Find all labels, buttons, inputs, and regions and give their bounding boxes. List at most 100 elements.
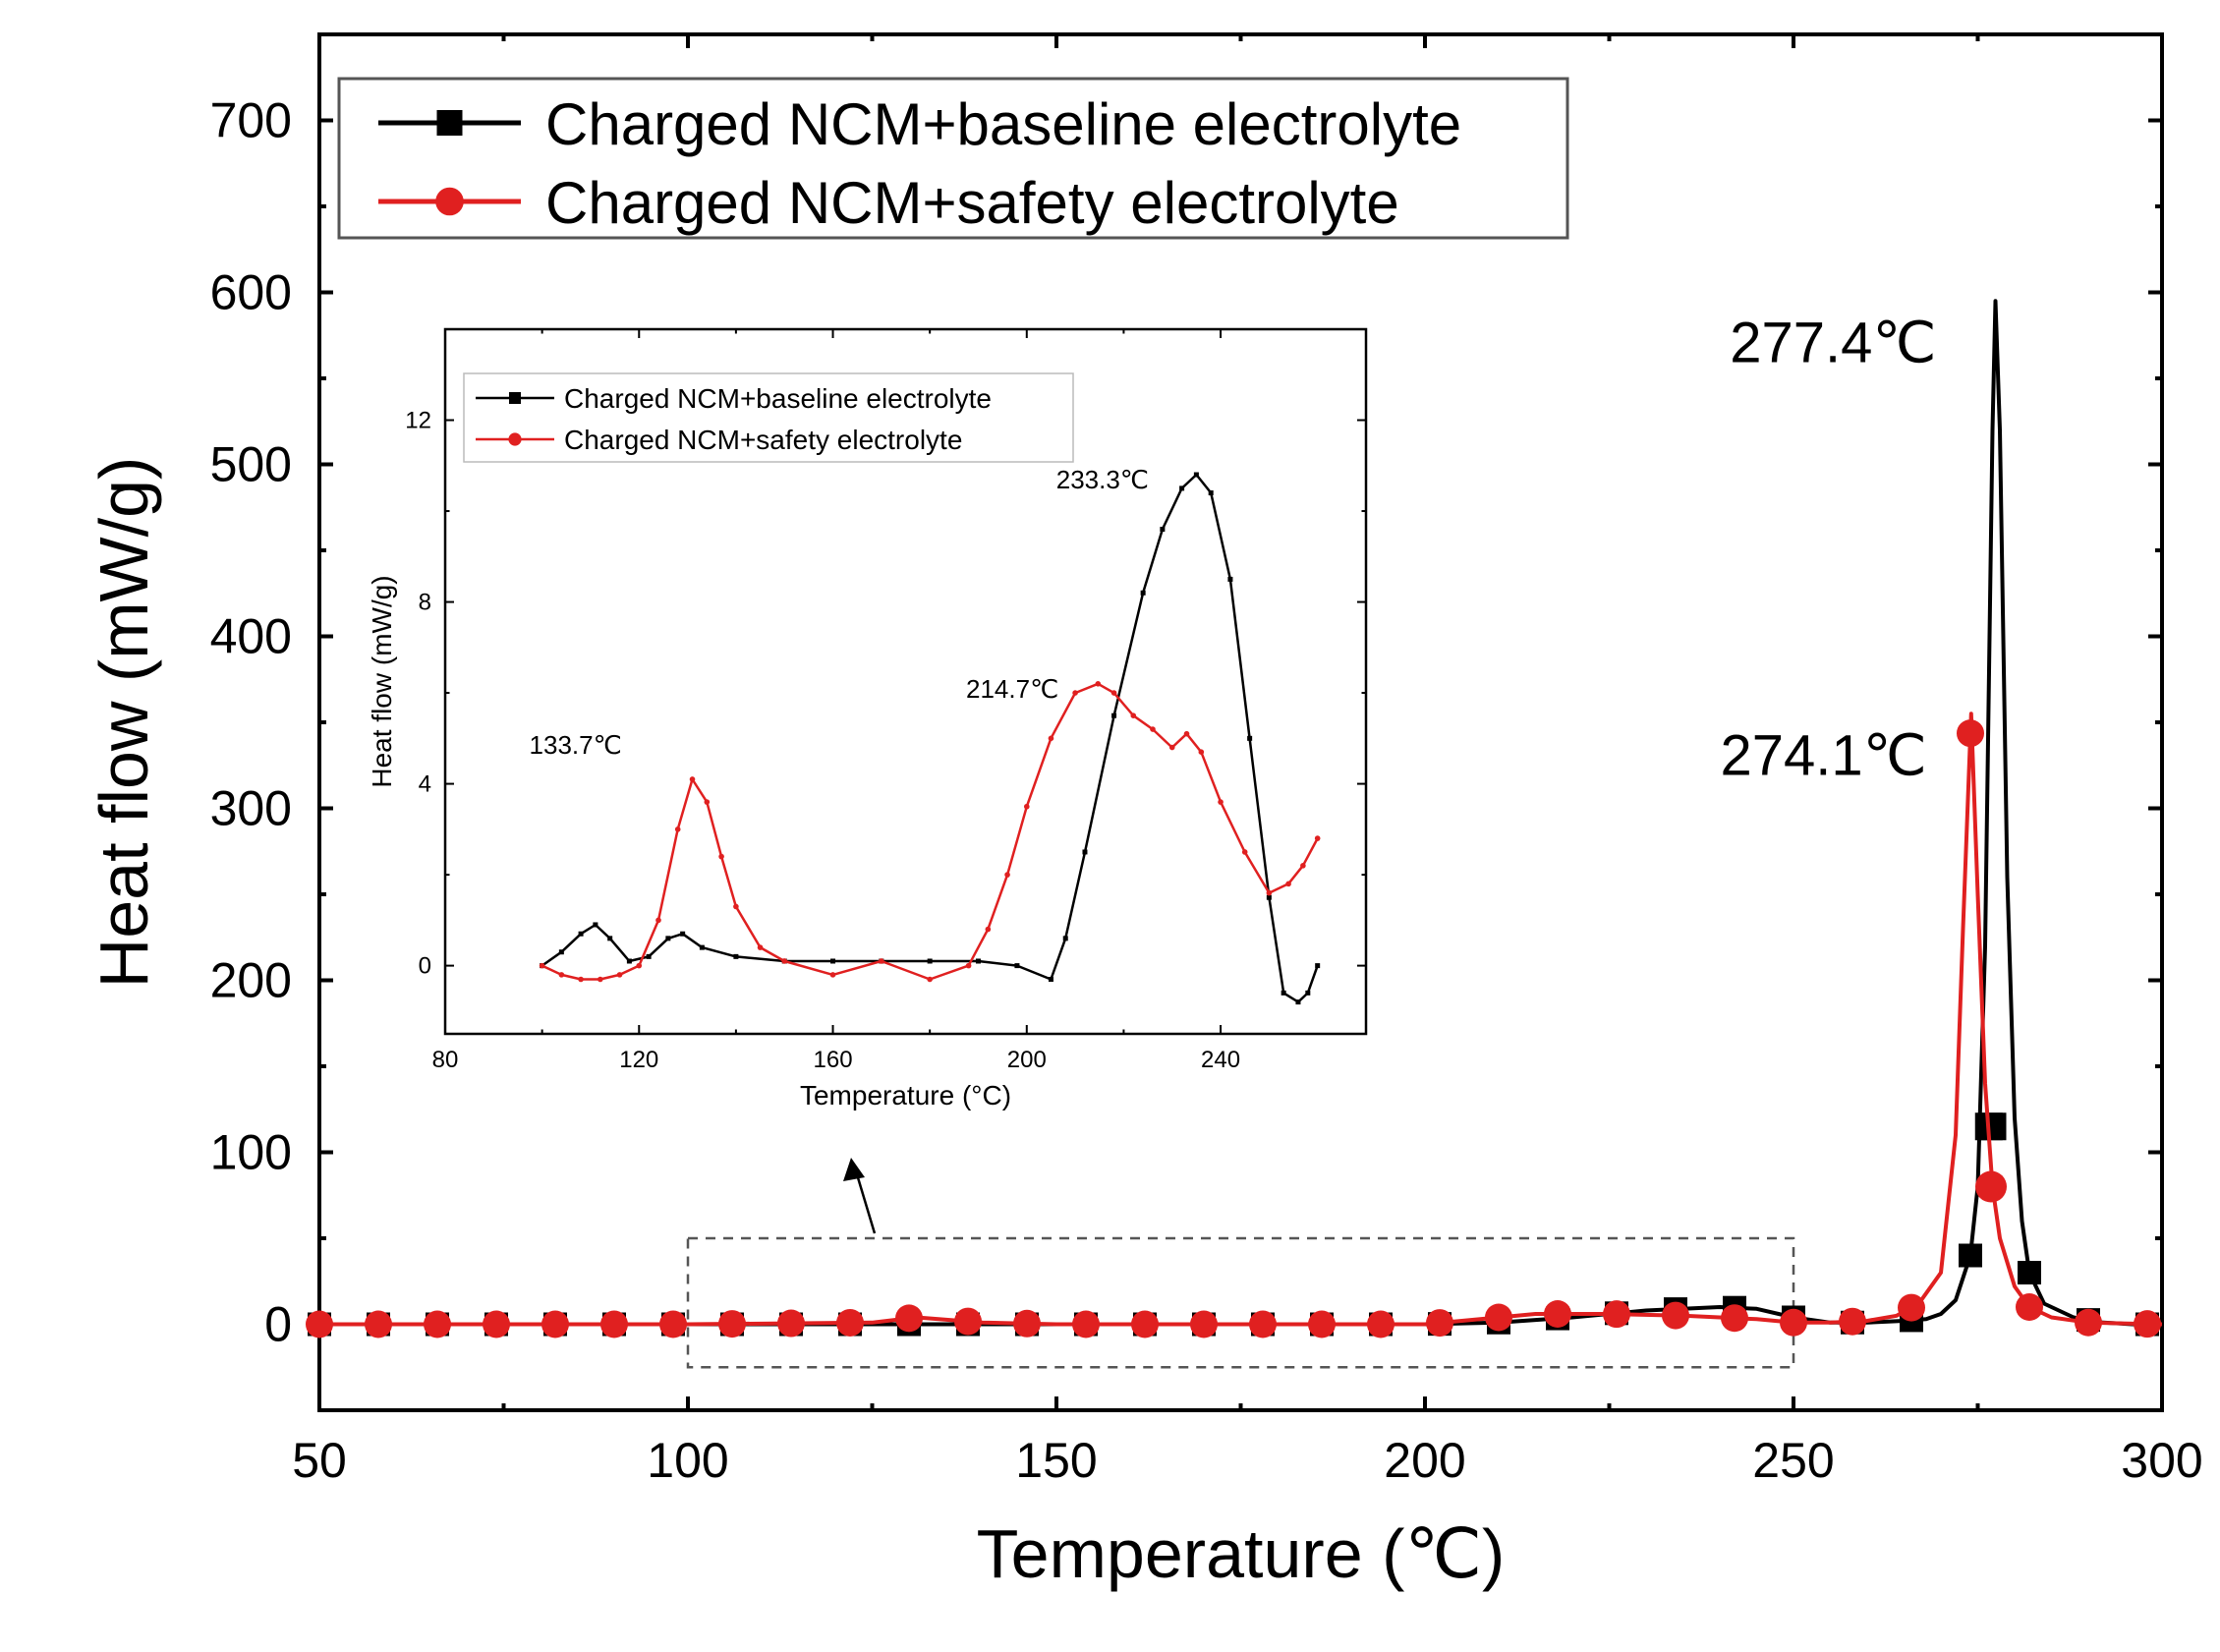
- series-marker-circle: [1839, 1307, 1866, 1336]
- x-tick-label: 300: [2121, 1433, 2202, 1488]
- series-marker-square: [2018, 1261, 2041, 1284]
- series-marker-circle: [539, 962, 545, 969]
- series-marker-square: [1140, 590, 1146, 596]
- series-marker-square: [1295, 999, 1301, 1005]
- series-marker-circle: [985, 926, 992, 933]
- series-marker-circle: [1975, 1170, 2007, 1203]
- series-marker-circle: [1004, 872, 1010, 878]
- series-marker-circle: [1957, 719, 1984, 748]
- series-marker-square: [699, 944, 705, 950]
- peak-annotation: 214.7℃: [966, 674, 1058, 704]
- series-marker-circle: [733, 903, 739, 910]
- series-marker-square: [1062, 936, 1068, 941]
- series-marker-square: [1305, 990, 1311, 996]
- series-marker-circle: [1095, 681, 1102, 687]
- series-marker-circle: [659, 1310, 687, 1339]
- inset-chart: 80 120 160 200 240 0 4 8 12 233.3℃ 214.7℃ 133.7℃ Tem…: [367, 327, 1368, 1111]
- legend-label-0: Charged NCM+baseline electrolyte: [545, 91, 1461, 157]
- series-marker-square: [1247, 735, 1253, 741]
- series-marker-circle: [2075, 1308, 2102, 1337]
- series-marker-circle: [1300, 863, 1306, 869]
- series-marker-square: [1111, 712, 1117, 718]
- series-marker-circle: [600, 1310, 628, 1339]
- peak-annotation: 277.4℃: [1730, 311, 1936, 374]
- zoom-region-box: [686, 1236, 1795, 1369]
- series-line-1: [541, 682, 1319, 981]
- series-marker-square: [1959, 1243, 1982, 1268]
- x-axis-label: Temperature (℃): [977, 1515, 1506, 1592]
- series-marker-circle: [1367, 1310, 1395, 1339]
- series-marker-square: [626, 958, 632, 964]
- series-marker-circle: [1603, 1300, 1630, 1329]
- series-marker-circle: [2016, 1293, 2043, 1321]
- series-marker-circle: [1183, 730, 1190, 737]
- series-marker-circle: [1249, 1310, 1277, 1339]
- series-marker-square: [593, 922, 598, 928]
- series-marker-circle: [1544, 1300, 1571, 1328]
- y-tick-label: 0: [264, 1297, 292, 1352]
- series-marker-circle: [1308, 1310, 1336, 1339]
- series-marker-square: [665, 936, 671, 941]
- y-tick-label: 300: [210, 781, 292, 836]
- series-marker-circle: [718, 853, 724, 860]
- series-marker-circle: [1072, 690, 1078, 696]
- series-marker-circle: [829, 972, 836, 978]
- y-tick-label: 400: [210, 609, 292, 664]
- legend-label-1: Charged NCM+safety electrolyte: [545, 170, 1399, 236]
- series-marker-circle: [674, 826, 681, 832]
- series-marker-circle: [704, 799, 711, 805]
- series-marker-circle: [598, 976, 603, 983]
- legend-marker-circle: [435, 187, 464, 216]
- y-axis-label: Heat flow (mW/g): [85, 457, 162, 989]
- series-marker-circle: [1190, 1310, 1218, 1339]
- series-marker-circle: [954, 1307, 982, 1336]
- legend-box: [463, 372, 1074, 463]
- legend-marker-square: [509, 392, 521, 404]
- series-marker-square: [1160, 527, 1166, 533]
- peak-annotation: 274.1℃: [1720, 723, 1926, 787]
- x-tick-label: 240: [1201, 1047, 1240, 1073]
- x-tick-label: 250: [1752, 1433, 1834, 1488]
- y-axis-label: Heat flow (mW/g): [367, 575, 397, 787]
- series-marker-circle: [1721, 1304, 1748, 1333]
- y-tick-label: 0: [419, 953, 431, 980]
- x-tick-label: 150: [1015, 1433, 1097, 1488]
- series-marker-circle: [1241, 849, 1248, 855]
- series-marker-circle: [306, 1310, 333, 1339]
- series-marker-circle: [578, 976, 584, 983]
- series-marker-circle: [1898, 1293, 1925, 1322]
- x-tick-label: 160: [814, 1047, 853, 1073]
- series-marker-square: [1315, 963, 1321, 969]
- series-marker-square: [1266, 894, 1272, 900]
- series-marker-circle: [541, 1310, 569, 1339]
- series-marker-square: [607, 936, 613, 941]
- main-chart: 50 100 150 200 250 300 0 100 200 300 400 500 600 700 2…: [85, 32, 2203, 1592]
- series-marker-circle: [1198, 749, 1205, 755]
- series-marker-circle: [689, 776, 696, 782]
- legend-label-0: Charged NCM+baseline electrolyte: [564, 383, 992, 414]
- series-marker-circle: [558, 972, 565, 978]
- x-tick-label: 50: [292, 1433, 347, 1488]
- series-marker-square: [558, 949, 564, 955]
- series-marker-circle: [1314, 835, 1321, 841]
- series-marker-circle: [1266, 889, 1273, 896]
- y-tick-label: 500: [210, 437, 292, 492]
- x-tick-label: 120: [619, 1047, 658, 1073]
- series-marker-square: [680, 931, 686, 937]
- zoom-arrow: [843, 1158, 877, 1234]
- y-tick-label: 8: [419, 590, 431, 616]
- series-marker-circle: [895, 1304, 923, 1333]
- series-marker-square: [1281, 990, 1286, 996]
- series-marker-square: [646, 953, 652, 959]
- series-marker-circle: [1168, 744, 1175, 751]
- series-marker-square: [975, 958, 981, 964]
- peak-annotation: 133.7℃: [530, 730, 622, 760]
- series-marker-circle: [1072, 1310, 1100, 1339]
- series-marker-circle: [1023, 803, 1030, 810]
- series-marker-circle: [2134, 1310, 2161, 1339]
- y-tick-label: 100: [210, 1125, 292, 1180]
- series-marker-circle: [757, 944, 764, 950]
- series-marker-square: [578, 931, 584, 937]
